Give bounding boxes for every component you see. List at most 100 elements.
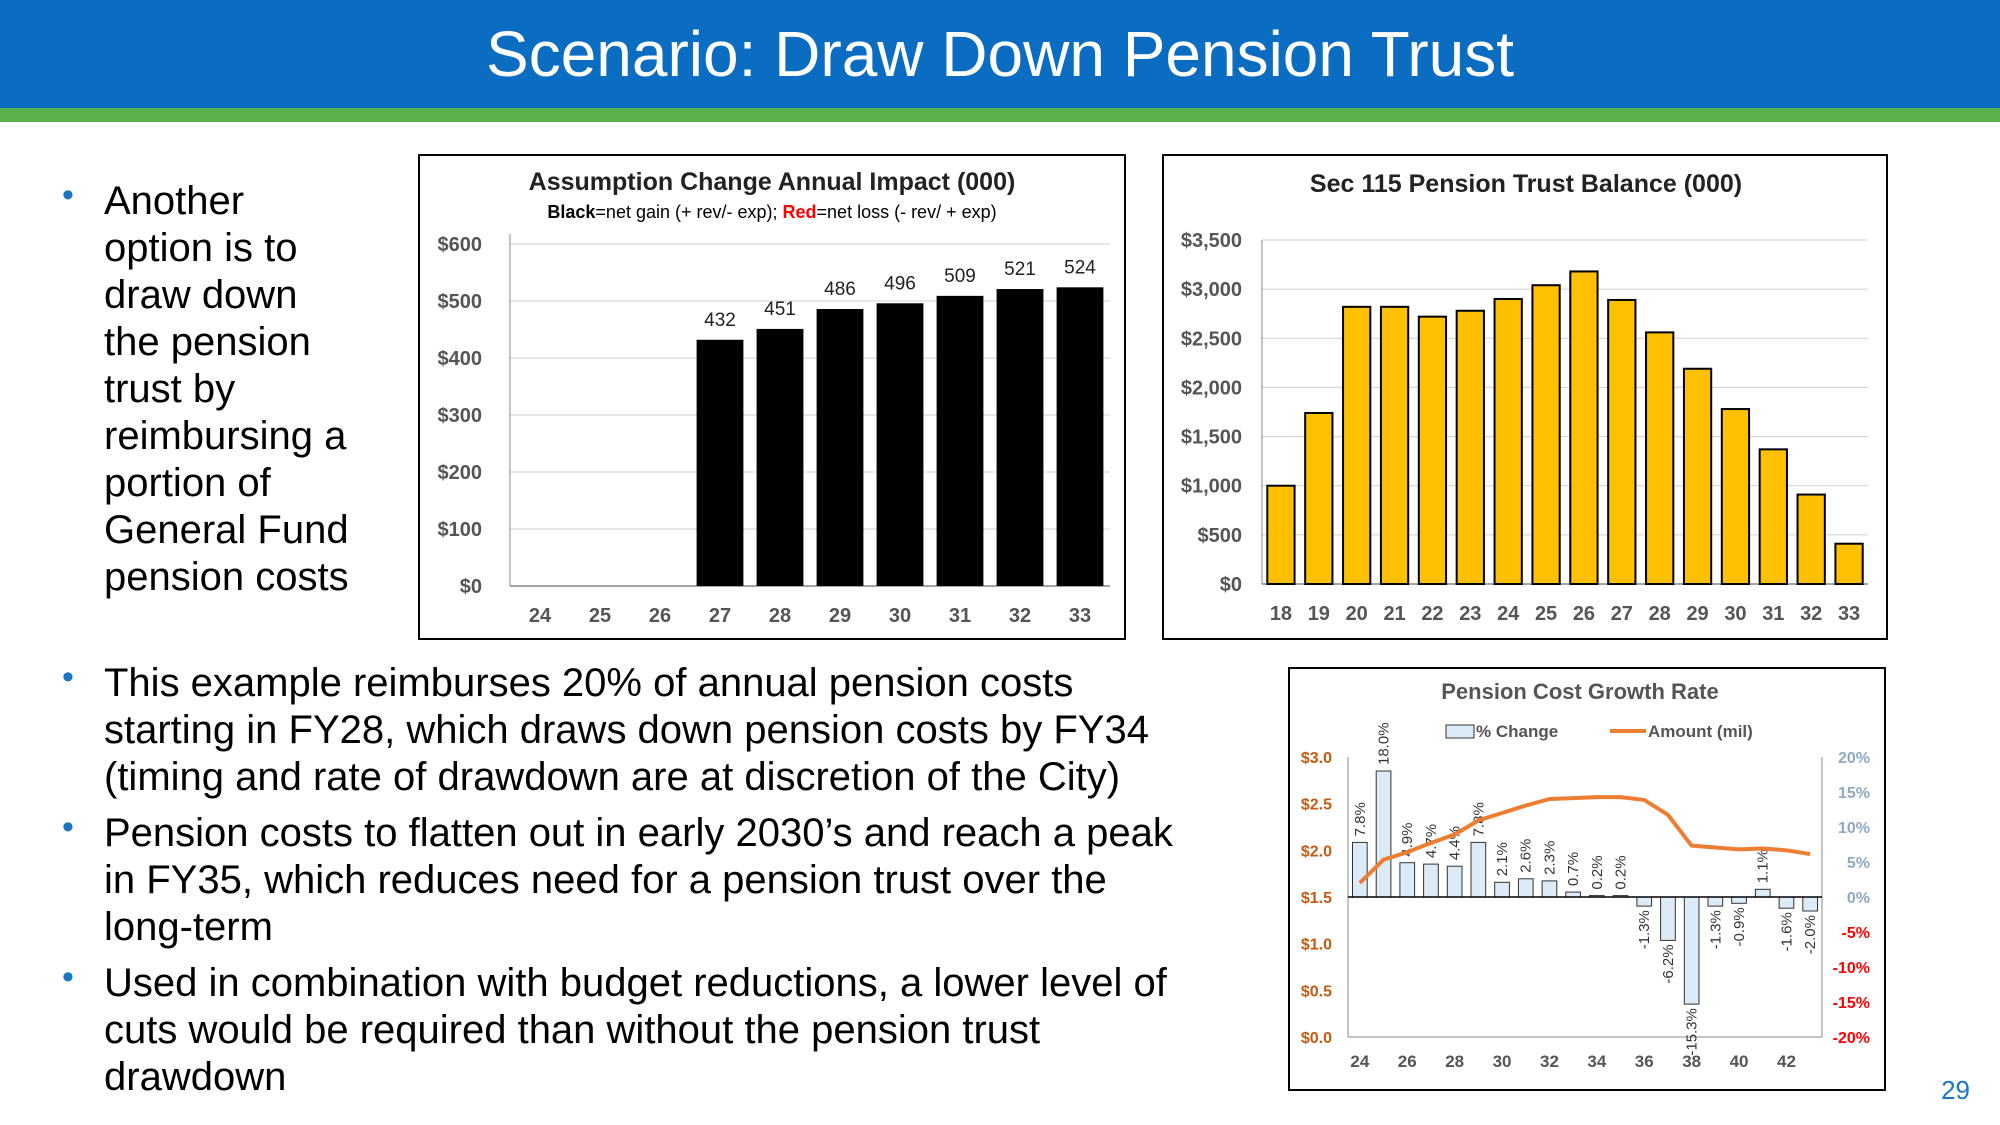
data-label: 0.2% — [1613, 855, 1630, 889]
chart-title: Assumption Change Annual Impact (000) — [529, 168, 1016, 196]
data-label: -2.0% — [1802, 915, 1819, 954]
trust-balance-chart-box: Sec 115 Pension Trust Balance (000) $0 $50… — [1162, 154, 1888, 640]
data-label: 4.9% — [1399, 822, 1416, 856]
y-left-tick-label: $0.0 — [1301, 1030, 1332, 1047]
bar — [1056, 287, 1104, 586]
y-right-tick-label: -10% — [1833, 960, 1870, 977]
bar — [1778, 896, 1795, 909]
bullet-text-line: starting in FY28, which draws down pensi… — [104, 708, 1149, 752]
bullet-text-line: option is to — [104, 226, 298, 270]
bar — [1660, 896, 1676, 941]
bar — [1417, 315, 1448, 585]
bullet-text-line: reimbursing a — [104, 414, 347, 458]
chart-subtitle: Black=net gain (+ rev/- exp); Red=net lo… — [547, 202, 996, 222]
bar — [1802, 896, 1818, 912]
bullet-text-line: Another — [104, 179, 245, 223]
x-tick-label: 31 — [1762, 603, 1784, 625]
x-tick-label: 30 — [1493, 1052, 1512, 1071]
bar — [996, 289, 1044, 586]
y-left-tick-label: $1.5 — [1301, 890, 1332, 907]
x-tick-label: 26 — [649, 605, 671, 627]
data-label: 451 — [764, 299, 796, 320]
chart-title: Sec 115 Pension Trust Balance (000) — [1310, 170, 1742, 198]
amount-line — [1358, 795, 1811, 885]
data-label: 2.1% — [1494, 842, 1511, 876]
bar — [1636, 896, 1653, 907]
bar — [816, 308, 864, 586]
y-tick-label: $0 — [1220, 574, 1242, 596]
bar — [696, 339, 744, 586]
data-label: 0.7% — [1565, 852, 1582, 886]
bullet-marker: • — [62, 808, 74, 846]
x-tick-label: 38 — [1682, 1052, 1701, 1071]
data-label: 0.2% — [1589, 855, 1606, 889]
data-label: 2.3% — [1541, 841, 1558, 875]
bullet-text-line: portion of — [104, 461, 271, 505]
bar — [1517, 878, 1534, 898]
x-tick-label: 27 — [1611, 603, 1633, 625]
y-right-tick-label: -20% — [1833, 1030, 1870, 1047]
x-tick-label: 33 — [1069, 605, 1091, 627]
bar — [1731, 896, 1747, 904]
bar — [1352, 841, 1368, 898]
bullet-text-line: General Fund — [104, 508, 349, 552]
x-tick-label: 32 — [1540, 1052, 1559, 1071]
x-tick-label: 24 — [1350, 1052, 1369, 1071]
data-label: 1.1% — [1755, 849, 1772, 883]
page-number: 29 — [1941, 1075, 1970, 1105]
data-label: 2.6% — [1518, 839, 1535, 873]
y-tick-label: $1,500 — [1181, 427, 1242, 449]
x-tick-label: 28 — [1445, 1052, 1464, 1071]
bar — [756, 328, 804, 586]
x-tick-label: 18 — [1270, 603, 1292, 625]
bar — [876, 303, 924, 586]
bar — [1645, 331, 1675, 585]
legend-swatch-bar — [1445, 724, 1475, 739]
bullet-marker: • — [62, 176, 74, 214]
y-tick-label: $500 — [438, 291, 483, 313]
bar — [1758, 448, 1788, 585]
y-tick-label: $400 — [438, 348, 483, 370]
y-right-tick-label: 5% — [1847, 855, 1870, 872]
x-tick-label: 32 — [1800, 603, 1822, 625]
bullet-text-line: draw down — [104, 273, 298, 317]
data-label: 524 — [1064, 257, 1096, 278]
y-tick-label: $3,500 — [1181, 230, 1242, 252]
bullet-text-line: This example reimburses 20% of annual pe… — [104, 661, 1074, 705]
bar — [1707, 896, 1724, 907]
data-label: 509 — [944, 266, 976, 287]
y-tick-label: $100 — [438, 519, 483, 541]
bullet-text-line: cuts would be required than without the … — [104, 1008, 1041, 1052]
x-tick-label: 30 — [1724, 603, 1746, 625]
y-tick-label: $2,000 — [1181, 377, 1242, 399]
x-tick-label: 28 — [1649, 603, 1671, 625]
x-tick-label: 23 — [1459, 603, 1481, 625]
bullet-text-line: trust by — [104, 367, 236, 411]
bullet-text-line: (timing and rate of drawdown are at disc… — [104, 755, 1121, 799]
bar — [936, 295, 984, 586]
bar — [1304, 411, 1334, 585]
x-tick-label: 32 — [1009, 605, 1031, 627]
x-tick-label: 21 — [1383, 603, 1405, 625]
x-tick-label: 26 — [1398, 1052, 1417, 1071]
y-right-tick-label: -5% — [1842, 925, 1870, 942]
bar — [1834, 542, 1864, 585]
bar — [1683, 896, 1700, 1005]
x-tick-label: 29 — [829, 605, 851, 627]
y-tick-label: $1,000 — [1181, 476, 1242, 498]
x-tick-label: 34 — [1587, 1052, 1606, 1071]
y-right-tick-label: 20% — [1838, 750, 1870, 767]
y-left-tick-label: $0.5 — [1301, 983, 1332, 1000]
data-label: 7.8% — [1352, 802, 1369, 836]
bar — [1379, 305, 1410, 585]
x-tick-label: 31 — [949, 605, 971, 627]
data-label: -6.2% — [1660, 944, 1677, 983]
x-tick-label: 26 — [1573, 603, 1595, 625]
bullet-text-line: the pension — [104, 320, 311, 364]
data-label: 521 — [1004, 259, 1036, 280]
x-tick-label: 28 — [769, 605, 791, 627]
title-bar — [0, 0, 2000, 108]
y-tick-label: $300 — [438, 405, 483, 427]
x-tick-label: 36 — [1635, 1052, 1654, 1071]
data-label: -15.3% — [1684, 1008, 1701, 1056]
